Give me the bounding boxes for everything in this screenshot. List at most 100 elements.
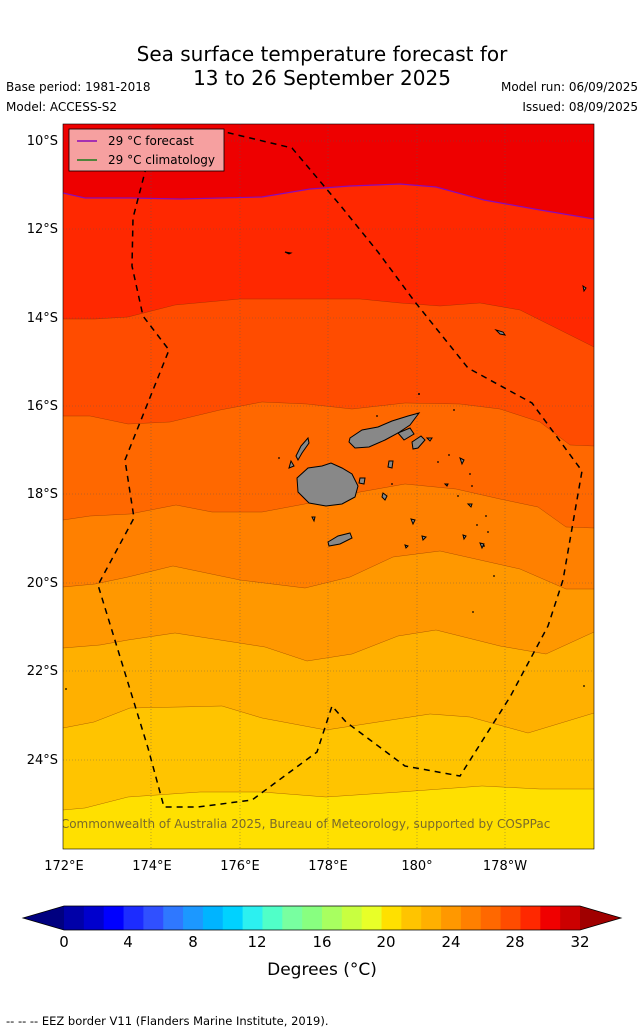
colorbar-segment (322, 906, 343, 930)
colorbar-segment (401, 906, 422, 930)
islet (288, 459, 295, 469)
kadavu-island (327, 532, 353, 547)
colorbar-tick-label: 28 (505, 933, 525, 951)
colorbar-extend-min (23, 906, 64, 930)
colorbar-title: Degrees (°C) (267, 960, 377, 980)
reef-dots (65, 393, 585, 690)
issued-date: Issued: 08/09/2025 (522, 100, 638, 114)
islet (466, 503, 473, 508)
islet (582, 284, 587, 293)
lat-label: 12°S (27, 222, 58, 237)
lat-label: 22°S (27, 664, 58, 679)
base-period: Base period: 1981-2018 (6, 80, 151, 94)
colorbar-segment (361, 906, 383, 930)
colorbar-segment (83, 906, 105, 930)
colorbar-tick-label: 0 (59, 933, 69, 951)
islet (397, 427, 415, 441)
colorbar-segment (441, 906, 462, 930)
colorbar-tick-label: 20 (376, 933, 396, 951)
colorbar-segment (183, 906, 204, 930)
lat-label: 18°S (27, 487, 58, 502)
lon-label: 176°E (220, 859, 260, 874)
lat-label: 10°S (27, 134, 58, 149)
lat-label: 20°S (27, 576, 58, 591)
islet (404, 544, 409, 549)
lon-label: 178°E (308, 859, 348, 874)
model-run: Model run: 06/09/2025 (500, 80, 638, 94)
colorbar-segment (222, 906, 244, 930)
islet (494, 328, 507, 336)
colorbar-segment (540, 906, 561, 930)
islet (410, 518, 416, 526)
lat-axis: 10°S 12°S 14°S 16°S 18°S 20°S 22°S 24°S (27, 134, 58, 768)
forecast-29c-contour (63, 183, 594, 220)
islet (387, 460, 394, 469)
islet (358, 477, 366, 485)
islet (421, 535, 427, 541)
colorbar-tick-label: 4 (123, 933, 133, 951)
islet (479, 542, 485, 550)
colorbar-tick-label: 32 (570, 933, 590, 951)
temperature-bands: © Commonwealth of Australia 2025, Bureau… (45, 124, 594, 849)
eez-footnote: -- -- -- EEZ border V11 (Flanders Marine… (6, 1014, 329, 1028)
eez-border (97, 131, 583, 808)
colorbar (21, 905, 623, 931)
chart-title-line1: Sea surface temperature forecast for (136, 42, 508, 66)
lon-label: 174°E (132, 859, 172, 874)
colorbar-segment (123, 906, 144, 930)
colorbar-segment (421, 906, 442, 930)
colorbar-segment (202, 906, 224, 930)
colorbar-segment (500, 906, 521, 930)
colorbar-segment (242, 906, 263, 930)
legend-forecast-label: 29 °C forecast (108, 134, 194, 148)
lon-label: 172°E (44, 859, 84, 874)
lat-label: 16°S (27, 399, 58, 414)
colorbar-extend-max (580, 906, 621, 930)
copyright-notice: © Commonwealth of Australia 2025, Bureau… (45, 817, 550, 831)
colorbar-segment (143, 906, 164, 930)
graticule (63, 124, 594, 849)
colorbar-segment (480, 906, 502, 930)
islet (425, 437, 433, 442)
sst-map: © Commonwealth of Australia 2025, Bureau… (21, 123, 623, 931)
colorbar-tick-label: 24 (441, 933, 461, 951)
legend-background (68, 128, 225, 172)
legend-box: 29 °C forecast 29 °C climatology (68, 128, 225, 172)
taveuni-island (411, 435, 426, 450)
colorbar-tick-label: 8 (188, 933, 198, 951)
lat-label: 14°S (27, 311, 58, 326)
islet (462, 534, 467, 541)
islet (284, 251, 293, 255)
fiji-islands (284, 251, 587, 550)
colorbar-segment (282, 906, 303, 930)
vanua-levu-island (348, 412, 421, 449)
model-name: Model: ACCESS-S2 (6, 100, 118, 114)
lon-label: 178°W (483, 859, 527, 874)
colorbar-segment (64, 906, 85, 930)
colorbar-segment (262, 906, 283, 930)
colorbar-segment (560, 906, 581, 930)
colorbar-segment (460, 906, 482, 930)
lat-label: 24°S (27, 753, 58, 768)
colorbar-tick-label: 12 (247, 933, 267, 951)
lon-axis: 172°E 174°E 176°E 178°E 180° 178°W (44, 859, 527, 874)
colorbar-segment (103, 906, 125, 930)
viti-levu-island (296, 462, 359, 507)
chart-title-line2: 13 to 26 September 2025 (193, 66, 451, 90)
islet (443, 483, 449, 487)
colorbar-segment (163, 906, 184, 930)
colorbar-segment (381, 906, 402, 930)
lon-label: 180° (401, 859, 432, 874)
contour-lines (63, 298, 594, 811)
islet (381, 492, 388, 501)
colorbar-tick-label: 16 (312, 933, 332, 951)
islet (459, 457, 465, 466)
colorbar-segment (341, 906, 363, 930)
colorbar-segment (302, 906, 323, 930)
islet (311, 516, 316, 523)
yasawa-island (295, 436, 310, 462)
colorbar-outline (21, 905, 623, 931)
legend-clim-label: 29 °C climatology (108, 153, 215, 167)
colorbar-segment (520, 906, 541, 930)
map-frame (62, 123, 595, 850)
